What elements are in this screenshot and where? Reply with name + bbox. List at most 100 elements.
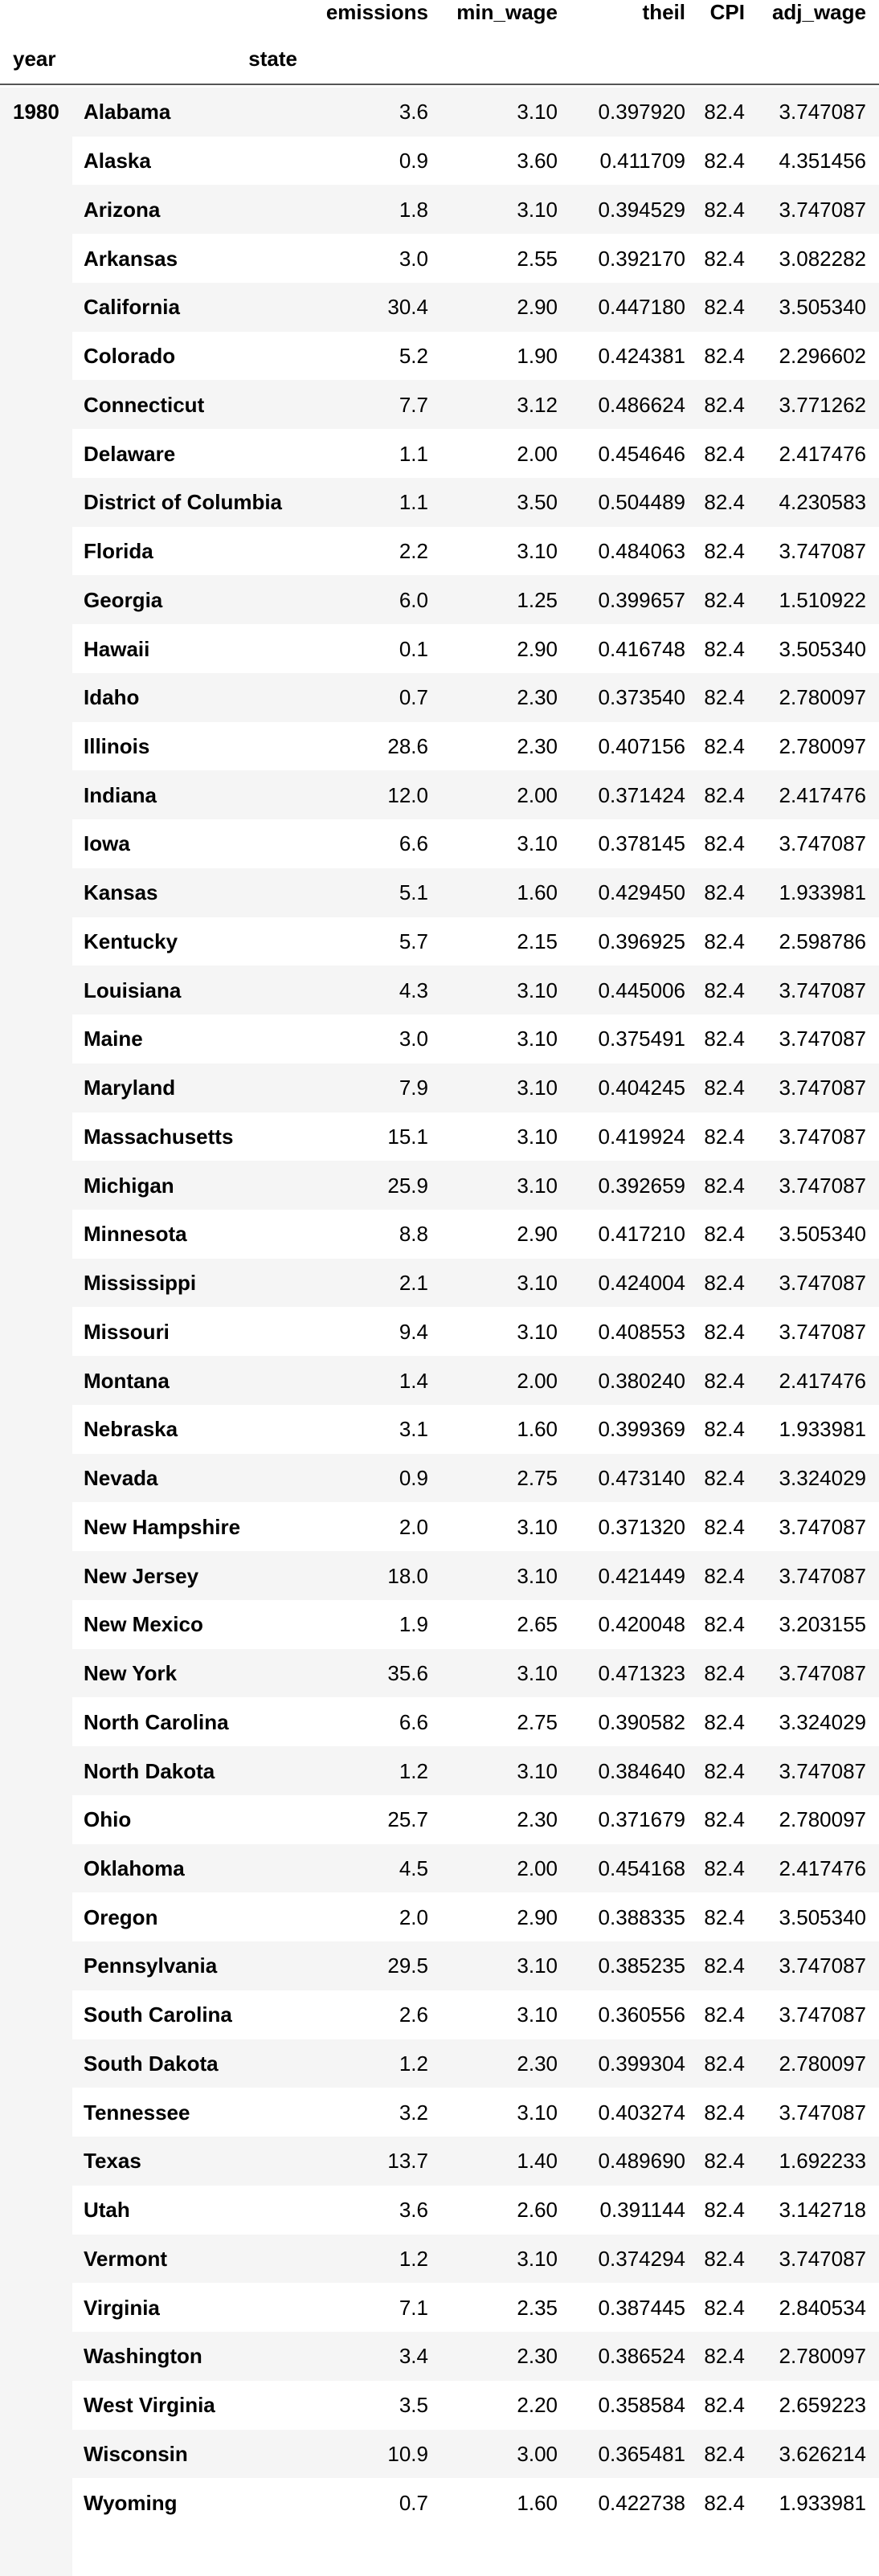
cell: 82.4 xyxy=(704,1417,745,1442)
cell: 82.4 xyxy=(704,587,745,612)
state-label: Colorado xyxy=(84,344,176,369)
cell: 0.385235 xyxy=(598,1953,685,1978)
cell: 0.473140 xyxy=(598,1466,685,1491)
state-label: Louisiana xyxy=(84,978,182,1002)
row-stripe xyxy=(72,1161,879,1210)
cell: 3.10 xyxy=(517,978,558,1002)
cell: 3.10 xyxy=(517,100,558,125)
cell: 82.4 xyxy=(704,246,745,271)
state-label: North Dakota xyxy=(84,1758,215,1783)
cell: 3.747087 xyxy=(779,1271,866,1296)
column-header: CPI xyxy=(709,0,745,24)
cell: 2.1 xyxy=(399,1271,428,1296)
row-stripe xyxy=(72,1258,879,1308)
state-label: Delaware xyxy=(84,441,176,466)
cell: 1.25 xyxy=(517,587,558,612)
state-label: New Hampshire xyxy=(84,1514,241,1539)
state-label: Wyoming xyxy=(84,2490,178,2515)
cell: 2.35 xyxy=(517,2295,558,2320)
cell: 0.416748 xyxy=(598,636,685,661)
cell: 0.399369 xyxy=(598,1417,685,1442)
cell: 3.2 xyxy=(399,2100,428,2125)
cell: 82.4 xyxy=(704,1661,745,1686)
cell: 3.324029 xyxy=(779,1466,866,1491)
state-label: Virginia xyxy=(84,2295,160,2320)
column-header: theil xyxy=(642,0,685,24)
cell: 82.4 xyxy=(704,636,745,661)
cell: 0.419924 xyxy=(598,1124,685,1149)
cell: 82.4 xyxy=(704,344,745,369)
cell: 1.2 xyxy=(399,2051,428,2076)
cell: 3.747087 xyxy=(779,197,866,222)
cell: 0.424004 xyxy=(598,1271,685,1296)
cell: 82.4 xyxy=(704,2051,745,2076)
cell: 0.388335 xyxy=(598,1904,685,1929)
cell: 2.0 xyxy=(399,1514,428,1539)
cell: 82.4 xyxy=(704,2490,745,2515)
cell: 5.1 xyxy=(399,880,428,905)
cell: 0.404245 xyxy=(598,1076,685,1100)
cell: 3.6 xyxy=(399,100,428,125)
state-label: Wisconsin xyxy=(84,2441,188,2466)
cell: 1.9 xyxy=(399,1612,428,1637)
cell: 2.15 xyxy=(517,929,558,953)
cell: 4.5 xyxy=(399,1856,428,1880)
cell: 0.408553 xyxy=(598,1319,685,1344)
cell: 2.30 xyxy=(517,2051,558,2076)
cell: 0.397920 xyxy=(598,100,685,125)
cell: 82.4 xyxy=(704,880,745,905)
cell: 0.417210 xyxy=(598,1222,685,1247)
state-label: Utah xyxy=(84,2198,130,2223)
cell: 3.10 xyxy=(517,2002,558,2027)
cell: 2.30 xyxy=(517,2344,558,2369)
row-stripe xyxy=(72,2137,879,2186)
cell: 35.6 xyxy=(387,1661,428,1686)
cell: 3.10 xyxy=(517,2100,558,2125)
state-label: Kentucky xyxy=(84,929,178,953)
cell: 82.4 xyxy=(704,2246,745,2271)
cell: 82.4 xyxy=(704,2198,745,2223)
cell: 6.6 xyxy=(399,831,428,856)
cell: 3.10 xyxy=(517,1271,558,1296)
cell: 82.4 xyxy=(704,2002,745,2027)
cell: 82.4 xyxy=(704,1904,745,1929)
cell: 7.1 xyxy=(399,2295,428,2320)
cell: 0.447180 xyxy=(598,295,685,320)
cell: 3.747087 xyxy=(779,1514,866,1539)
state-label: New Jersey xyxy=(84,1563,199,1588)
state-label: Massachusetts xyxy=(84,1124,234,1149)
cell: 2.2 xyxy=(399,539,428,564)
cell: 0.445006 xyxy=(598,978,685,1002)
state-label: Vermont xyxy=(84,2246,168,2271)
state-label: Alabama xyxy=(84,100,171,125)
cell: 0.394529 xyxy=(598,197,685,222)
cell: 28.6 xyxy=(387,733,428,758)
cell: 2.20 xyxy=(517,2393,558,2418)
cell: 1.2 xyxy=(399,2246,428,2271)
cell: 82.4 xyxy=(704,1222,745,1247)
cell: 82.4 xyxy=(704,2393,745,2418)
cell: 1.510922 xyxy=(779,587,866,612)
cell: 82.4 xyxy=(704,1124,745,1149)
cell: 7.7 xyxy=(399,392,428,417)
cell: 1.60 xyxy=(517,2490,558,2515)
cell: 4.230583 xyxy=(779,490,866,515)
cell: 3.10 xyxy=(517,1514,558,1539)
state-label: Connecticut xyxy=(84,392,205,417)
state-label: Iowa xyxy=(84,831,130,856)
cell: 1.60 xyxy=(517,880,558,905)
cell: 3.082282 xyxy=(779,246,866,271)
cell: 82.4 xyxy=(704,1758,745,1783)
cell: 3.10 xyxy=(517,1027,558,1051)
cell: 0.387445 xyxy=(598,2295,685,2320)
cell: 2.90 xyxy=(517,1222,558,1247)
cell: 1.1 xyxy=(399,490,428,515)
state-label: South Carolina xyxy=(84,2002,232,2027)
cell: 2.0 xyxy=(399,1904,428,1929)
cell: 3.10 xyxy=(517,197,558,222)
cell: 0.7 xyxy=(399,2490,428,2515)
cell: 3.747087 xyxy=(779,2100,866,2125)
cell: 3.10 xyxy=(517,1124,558,1149)
cell: 1.2 xyxy=(399,1758,428,1783)
cell: 82.4 xyxy=(704,539,745,564)
